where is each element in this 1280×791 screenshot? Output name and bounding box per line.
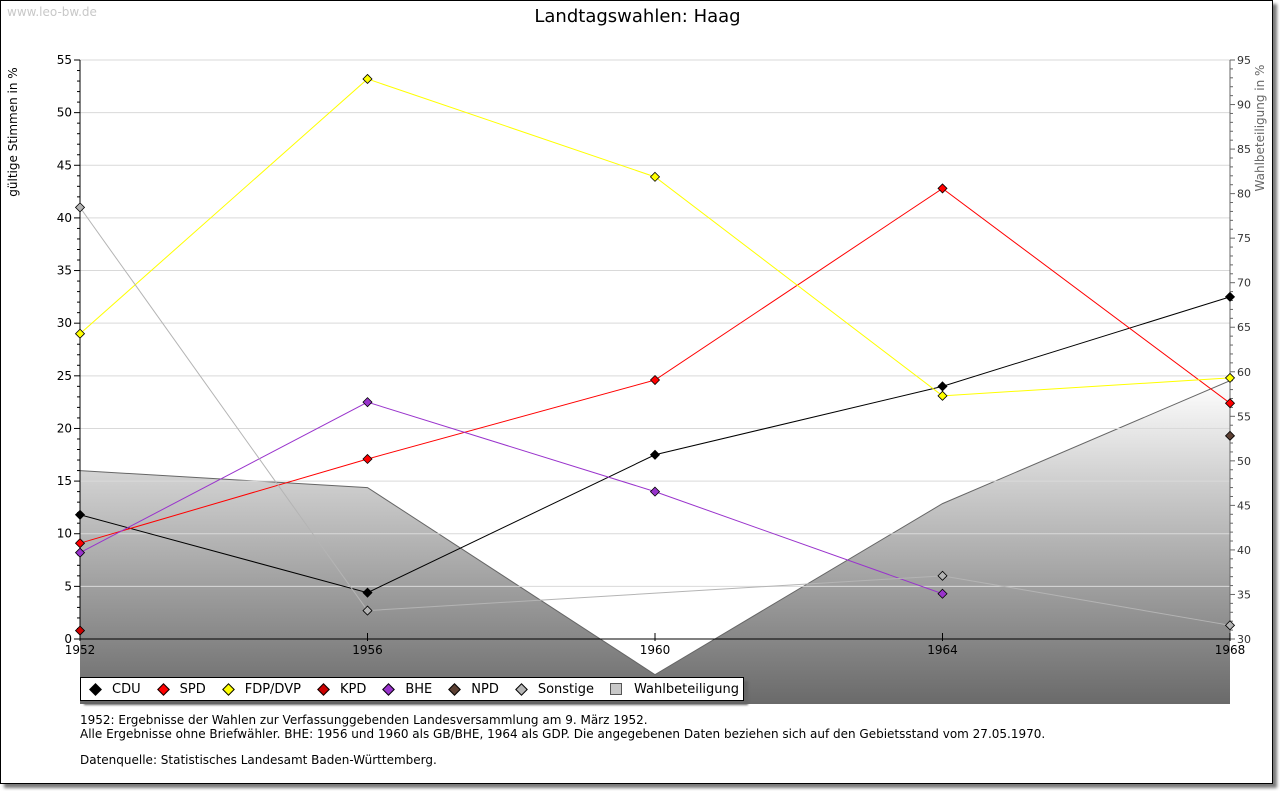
legend-label-kpd: KPD xyxy=(339,681,367,697)
y2-axis-title: Wahlbeteiligung in % xyxy=(1253,65,1267,192)
ytick-label-55: 55 xyxy=(57,53,72,67)
ytick-label-50: 50 xyxy=(57,106,72,120)
point-cdu-1956 xyxy=(362,587,373,598)
point-cdu-1960 xyxy=(649,449,661,460)
legend-label-bhe: BHE xyxy=(405,681,433,697)
point-cdu-1964 xyxy=(937,381,948,392)
point-bhe-1964 xyxy=(937,588,948,599)
legend-item-sonstige[interactable]: Sonstige xyxy=(513,682,594,697)
ytick-label-15: 15 xyxy=(57,474,72,488)
legend-item-wahlbeteiligung[interactable]: Wahlbeteiligung xyxy=(608,682,739,697)
y2tick-label-75: 75 xyxy=(1237,232,1251,245)
legend: CDU SPD FDP/DVP KPD BHE NPD Sonstige Wah… xyxy=(80,677,745,701)
ytick-label-25: 25 xyxy=(57,369,72,383)
cdu-marker-icon xyxy=(89,682,102,696)
point-fdp-dvp-1952 xyxy=(74,328,86,339)
point-bhe-1960 xyxy=(649,486,661,497)
sonstige-marker-icon xyxy=(514,682,528,696)
y2tick-label-65: 65 xyxy=(1237,321,1251,334)
y2tick-label-85: 85 xyxy=(1237,143,1251,156)
ytick-label-0: 0 xyxy=(64,632,72,646)
xtick-label-1956: 1956 xyxy=(352,643,383,657)
point-fdp-dvp-1968 xyxy=(1224,372,1236,383)
point-bhe-1956 xyxy=(362,397,373,408)
chart-title: Landtagswahlen: Haag xyxy=(534,6,741,27)
point-spd-1960 xyxy=(649,374,661,386)
y2tick-label-95: 95 xyxy=(1237,54,1251,67)
point-sonstige-1956 xyxy=(362,605,373,616)
legend-label-npd: NPD xyxy=(471,681,499,697)
point-spd-1956 xyxy=(362,453,373,465)
series-line-bhe xyxy=(79,401,943,595)
ytick-label-30: 30 xyxy=(57,316,72,330)
y-axis-title: gültige Stimmen in % xyxy=(6,67,20,196)
npd-marker-icon xyxy=(448,682,462,696)
xtick-label-1952: 1952 xyxy=(65,643,96,657)
note-line-2: Alle Ergebnisse ohne Briefwähler. BHE: 1… xyxy=(80,727,1046,741)
y2tick-label-55: 55 xyxy=(1237,410,1251,423)
y2tick-label-40: 40 xyxy=(1237,544,1251,557)
point-spd-1964 xyxy=(937,183,948,194)
turnout-box-icon xyxy=(610,683,623,695)
legend-label-spd: SPD xyxy=(179,681,206,697)
point-cdu-1968 xyxy=(1224,291,1236,302)
point-spd-1968 xyxy=(1224,398,1236,409)
y2tick-label-45: 45 xyxy=(1237,499,1251,512)
ytick-label-20: 20 xyxy=(57,421,72,435)
ytick-label-40: 40 xyxy=(57,211,72,225)
y2tick-label-70: 70 xyxy=(1237,277,1251,290)
bhe-marker-icon xyxy=(382,682,396,696)
point-kpd-1952 xyxy=(74,625,86,636)
legend-item-bhe[interactable]: BHE xyxy=(380,682,432,697)
point-fdp-dvp-1956 xyxy=(362,73,373,85)
point-sonstige-1952 xyxy=(74,202,86,213)
legend-label-fdp: FDP/DVP xyxy=(244,681,301,697)
legend-label-sonstige: Sonstige xyxy=(537,681,595,697)
ytick-label-5: 5 xyxy=(64,579,72,593)
spd-marker-icon xyxy=(156,682,170,696)
data-source: Datenquelle: Statistisches Landesamt Bad… xyxy=(80,753,437,767)
chart-notes: 1952: Ergebnisse der Wahlen zur Verfassu… xyxy=(80,713,1045,767)
y2tick-label-90: 90 xyxy=(1237,99,1251,112)
y2tick-label-60: 60 xyxy=(1237,366,1251,379)
point-npd-1968 xyxy=(1224,430,1236,441)
point-sonstige-1968 xyxy=(1224,620,1236,631)
point-sonstige-1964 xyxy=(937,570,948,581)
turnout-line xyxy=(80,380,1230,676)
point-fdp-dvp-1960 xyxy=(649,171,661,182)
xtick-label-1964: 1964 xyxy=(927,643,958,657)
legend-item-spd[interactable]: SPD xyxy=(155,682,206,697)
legend-item-npd[interactable]: NPD xyxy=(446,682,499,697)
xtick-label-1960: 1960 xyxy=(640,643,671,657)
point-fdp-dvp-1964 xyxy=(937,390,948,401)
kpd-marker-icon xyxy=(317,682,330,696)
legend-item-fdp[interactable]: FDP/DVP xyxy=(220,682,301,697)
fdp-marker-icon xyxy=(221,682,235,696)
y2tick-label-30: 30 xyxy=(1237,633,1251,646)
legend-label-cdu: CDU xyxy=(112,681,141,697)
legend-item-kpd[interactable]: KPD xyxy=(315,682,366,697)
series-line-sonstige xyxy=(79,207,1231,626)
watermark: www.leo-bw.de xyxy=(7,5,97,19)
y2tick-label-50: 50 xyxy=(1237,455,1251,468)
y2tick-label-35: 35 xyxy=(1237,588,1251,601)
series-line-fdp-dvp xyxy=(79,78,1231,397)
ytick-label-10: 10 xyxy=(57,527,72,541)
ytick-label-35: 35 xyxy=(57,264,72,278)
y2tick-label-80: 80 xyxy=(1237,188,1251,201)
note-line-1: 1952: Ergebnisse der Wahlen zur Verfassu… xyxy=(80,713,648,727)
legend-label-wahlbeteiligung: Wahlbeteiligung xyxy=(634,681,740,697)
xtick-label-1968: 1968 xyxy=(1215,643,1246,657)
ytick-label-45: 45 xyxy=(57,158,72,172)
turnout-area xyxy=(80,380,1230,704)
point-cdu-1952 xyxy=(74,509,86,520)
point-bhe-1952 xyxy=(74,547,86,558)
legend-item-cdu[interactable]: CDU xyxy=(87,682,141,697)
